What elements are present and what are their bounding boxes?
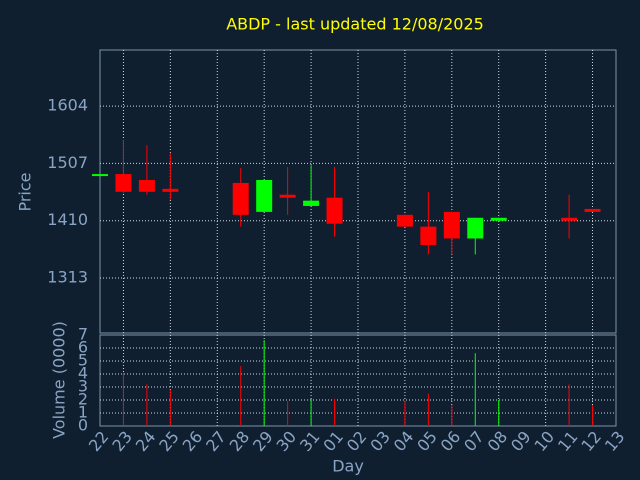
y-axis-label: Price: [16, 172, 35, 211]
candle-body: [303, 200, 320, 206]
chart-title: ABDP - last updated 12/08/2025: [226, 15, 484, 34]
x-tick-label: 10: [531, 427, 559, 455]
y-tick-label: 2: [78, 390, 88, 409]
volume-bar: [498, 400, 500, 426]
x-tick-label: 28: [226, 427, 254, 455]
x-tick-label: 01: [319, 427, 347, 455]
x-tick-label: 08: [484, 427, 512, 455]
volume-bar: [404, 401, 406, 426]
candle-body: [443, 211, 460, 239]
x-tick-label: 25: [155, 427, 183, 455]
x-tick-label: 04: [390, 427, 418, 455]
x-tick-label: 02: [343, 427, 371, 455]
y-tick-label: 1313: [47, 268, 88, 287]
x-tick-label: 09: [507, 427, 535, 455]
x-tick-label: 24: [132, 427, 160, 455]
volume-bar: [427, 393, 429, 426]
x-tick-label: 13: [601, 427, 629, 455]
candle-body: [115, 174, 132, 192]
candle-body: [326, 197, 343, 224]
volume-bar: [334, 398, 336, 426]
volume-bar: [240, 366, 242, 426]
x-tick-label: 23: [108, 427, 136, 455]
y-tick-label: 3: [78, 377, 88, 396]
candle-body: [138, 179, 155, 192]
volume-bar: [568, 384, 570, 426]
y-tick-label: 1507: [47, 153, 88, 172]
x-tick-label: 03: [366, 427, 394, 455]
y-axis-label: Volume (0000): [50, 321, 69, 439]
candle-body: [420, 226, 437, 245]
y-tick-label: 1604: [47, 96, 88, 115]
volume-bar: [474, 353, 476, 426]
volume-bar: [287, 401, 289, 426]
y-tick-label: 4: [78, 364, 88, 383]
candle-body: [92, 174, 108, 177]
candle-body: [256, 179, 273, 212]
y-tick-label: 7: [78, 325, 88, 344]
candle-body: [162, 188, 179, 192]
candle-body: [490, 217, 507, 221]
x-tick-label: 06: [437, 427, 465, 455]
volume-bar: [169, 389, 171, 426]
volume-bar: [310, 398, 312, 426]
candle-body: [584, 208, 601, 212]
x-tick-label: 05: [413, 427, 441, 455]
x-tick-label: 29: [249, 427, 277, 455]
candle-body: [561, 217, 578, 221]
x-tick-label: 31: [296, 427, 324, 455]
x-tick-label: 26: [179, 427, 207, 455]
volume-bar: [451, 405, 453, 426]
x-tick-label: 27: [202, 427, 230, 455]
x-tick-label: 07: [460, 427, 488, 455]
y-tick-label: 1410: [47, 210, 88, 229]
volume-bar: [263, 340, 265, 426]
y-tick-label: 5: [78, 351, 88, 370]
y-tick-label: 6: [78, 338, 88, 357]
x-tick-label: 12: [577, 427, 605, 455]
volume-bar: [146, 384, 148, 426]
x-tick-label: 22: [85, 427, 113, 455]
x-tick-label: 11: [554, 427, 582, 455]
volume-bar: [122, 372, 124, 426]
y-tick-label: 0: [78, 416, 88, 435]
candle-body: [467, 217, 484, 239]
candle-body: [396, 214, 413, 227]
x-axis-label: Day: [332, 457, 364, 476]
candle-body: [279, 194, 296, 198]
candle-body: [232, 182, 249, 215]
volume-bar: [592, 405, 594, 426]
y-tick-label: 1: [78, 403, 88, 422]
x-tick-label: 30: [273, 427, 301, 455]
